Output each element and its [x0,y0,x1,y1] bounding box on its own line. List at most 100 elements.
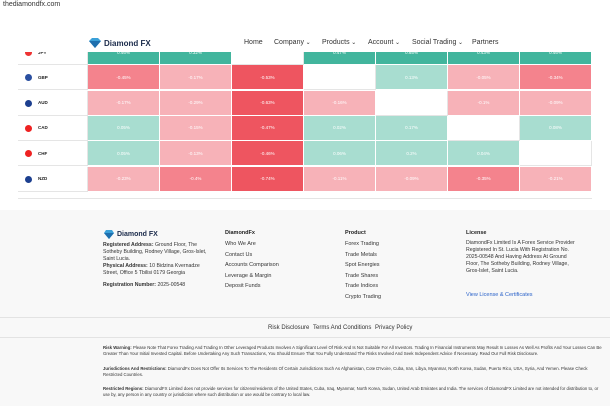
column-title: License [466,230,487,236]
label: Registered Address: [103,242,154,248]
heat-cell: 0.47% [304,52,376,65]
label: Registration Number: [103,282,157,288]
heat-cell: -0.45% [88,65,160,91]
footer-link[interactable]: Deposit Funds [225,283,261,290]
text: Please Note That Forex Trading And Tradi… [103,345,602,356]
heat-cell: 0.65% [376,52,448,65]
footer-link[interactable]: Crypto Trading [345,294,382,300]
license-text: DiamondFx Limited Is A Forex Service Pro… [466,240,575,274]
text: DiamondFX Limited does not provide servi… [103,386,599,397]
heat-cell: -0.13% [160,141,232,167]
heat-cell: -0.11% [304,166,376,192]
label: Jurisdictions And Restrictions: [103,366,167,371]
flag [25,52,32,56]
jurisdictions: Jurisdictions And Restrictions: DiamondF… [103,366,603,377]
caret: ⌄ [393,40,400,46]
nav-item[interactable]: Account ⌄ [368,39,400,46]
label: Risk Warning: [103,345,132,350]
heat-cell: 0.2% [376,141,448,167]
footer-link[interactable]: Leverage & Margin [225,272,272,279]
flag [25,74,32,82]
heat-cell: 0.02% [304,115,376,141]
risk-warning: Risk Warning: Please Note That Forex Tra… [103,345,603,356]
heat-cell [520,141,592,167]
heat-cell: -0.53% [232,65,304,91]
caret: ⌄ [456,40,464,46]
heat-cell: -0.09% [376,166,448,192]
heat-cell: 0.17% [376,115,448,141]
heat-cell: -0.29% [160,90,232,116]
logo[interactable]: Diamond FX [88,38,151,48]
flag [25,175,32,183]
heat-cell: -0.74% [232,166,304,192]
currency-label: AUD [18,90,88,116]
heat-cell: -0.17% [88,90,160,116]
footer-link[interactable]: Who We Are [225,241,256,247]
heat-cell: -0.15% [160,115,232,141]
footer-link[interactable]: Trade Metals [345,251,377,258]
footer: Diamond FX Registered Address: Ground Fl… [0,210,610,406]
footer-link[interactable]: Accounts Comparison [225,262,279,269]
url: thediamondfx.com [3,1,61,8]
footer-link[interactable]: Contact Us [225,251,253,258]
heat-cell: -0.1% [448,90,520,116]
restricted-regions: Restricted Regions: DiamondFX Limited do… [103,386,603,397]
nav-item[interactable]: Company ⌄ [274,39,311,46]
flag [25,99,32,107]
text: Ground Floor, The Sotheby Building, Rodn… [103,242,207,262]
footer-logo: Diamond FX [103,230,158,239]
text: DiamondFx Does Not Offer Its Services To… [103,366,588,377]
heat-cell: -0.46% [232,141,304,167]
label: Physical Address: [103,263,148,269]
heat-cell: 0.46% [520,52,592,65]
heat-cell: 0.43% [448,52,520,65]
logo-icon [89,38,101,48]
currency-label: NZD [18,166,88,192]
heat-cell: -0.4% [160,166,232,192]
divider [0,337,610,338]
text: 10 Bidzina Kvernadze Street, Office 5 Tb… [103,263,200,276]
footer-link[interactable]: Trade Shares [345,272,379,279]
label: Restricted Regions: [103,386,144,391]
caret: ⌄ [349,40,357,46]
logo-text: Diamond FX [104,38,151,48]
heat-cell: 0.46% [88,52,160,65]
currency-label: CAD [18,115,88,141]
heat-cell: -0.63% [232,90,304,116]
heat-cell: -0.05% [448,65,520,91]
currency-label: JPY [18,52,88,65]
flag [25,124,32,132]
heat-cell: -0.21% [520,166,592,192]
heat-cell: 0.13% [376,65,448,91]
heat-cell [376,90,448,116]
heat-cell: -0.35% [448,166,520,192]
heat-cell: -0.34% [520,65,592,91]
nav-item[interactable]: Partners [472,39,499,46]
currency-label: CHF [18,141,88,167]
heat-cell: -0.16% [304,90,376,116]
heat-cell [448,115,520,141]
heat-cell: 0.05% [88,141,160,167]
addresses: Registered Address: Ground Floor, The So… [103,242,211,289]
nav-item[interactable]: Social Trading ⌄ [412,39,464,46]
nav-item[interactable]: Home [244,39,263,46]
caret: ⌄ [303,40,311,46]
heat-cell: 0.08% [520,115,592,141]
footer-link[interactable]: Trade Indices [345,283,379,290]
column-title: Product [345,230,366,236]
logo-icon [104,230,114,239]
legal-link[interactable]: Risk Disclosure [268,325,310,331]
heatmap: JPY 0.46% 0.32% 0.47% 0.65% 0.43% 0.46% GBP -0.4… [18,52,592,199]
text: 2025-00548 [157,282,186,288]
heat-cell [232,52,304,65]
license-link[interactable]: View License & Certificates [466,292,533,298]
nav-item[interactable]: Products ⌄ [322,39,357,46]
flag [25,150,32,158]
footer-link[interactable]: Forex Trading [345,241,379,247]
footer-link[interactable]: Spot Energies [345,262,380,269]
column-title: DiamondFx [225,230,255,236]
heat-cell: 0.32% [160,52,232,65]
legal-link[interactable]: Privacy Policy [375,325,413,331]
legal-link[interactable]: Terms And Conditions [313,325,372,331]
